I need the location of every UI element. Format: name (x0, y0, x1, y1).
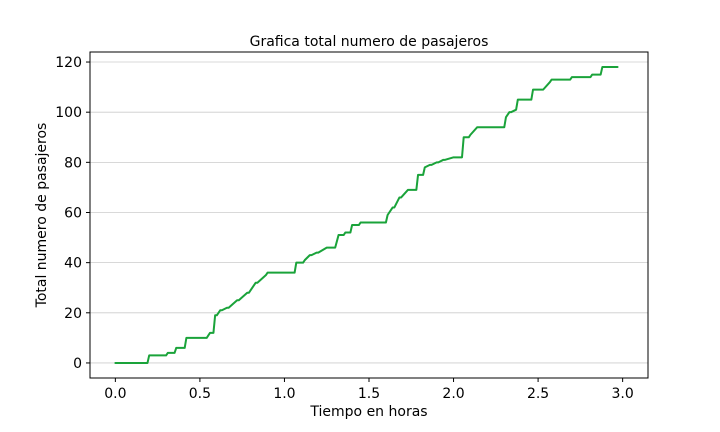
x-tick-label: 2.0 (442, 386, 464, 402)
x-tick-label: 1.5 (358, 386, 380, 402)
y-tick-label: 40 (64, 256, 82, 272)
x-tick-label: 1.0 (273, 386, 295, 402)
x-tick-label: 0.5 (189, 386, 211, 402)
series-line-0 (114, 66, 619, 364)
y-tick-label: 60 (64, 205, 82, 221)
y-axis-label: Total numero de pasajeros (34, 123, 50, 309)
x-tick-label: 3.0 (612, 386, 634, 402)
y-tick-label: 20 (64, 306, 82, 322)
y-axis-ticks: 0 20 40 60 80 100 120 (55, 55, 90, 372)
x-axis-label: Tiempo en horas (309, 404, 427, 420)
x-tick-label: 0.0 (104, 386, 126, 402)
x-axis-ticks: 0.0 0.5 1.0 1.5 2.0 2.5 3.0 (104, 378, 634, 402)
y-tick-label: 0 (73, 356, 82, 372)
chart-title: Grafica total numero de pasajeros (250, 34, 489, 50)
plot-area (114, 66, 619, 364)
y-tick-label: 120 (55, 55, 82, 71)
y-tick-label: 100 (55, 105, 82, 121)
x-tick-label: 2.5 (527, 386, 549, 402)
gridlines (90, 61, 648, 364)
y-tick-label: 80 (64, 155, 82, 171)
